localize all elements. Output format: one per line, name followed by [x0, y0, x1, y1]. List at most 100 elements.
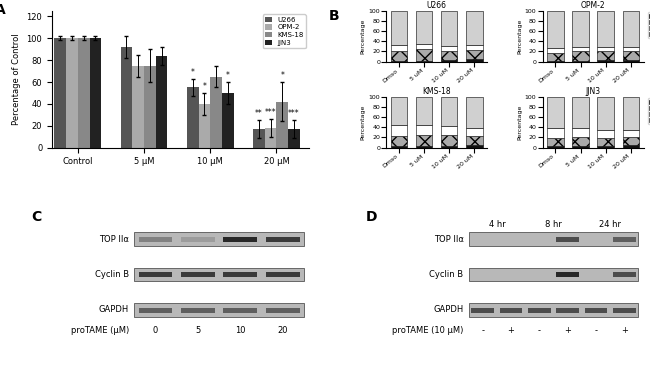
Bar	[441, 46, 458, 51]
Bar	[133, 66, 144, 148]
Bar	[391, 11, 408, 46]
Text: ***: ***	[288, 109, 300, 118]
Text: proTAME (10 μM): proTAME (10 μM)	[392, 326, 463, 335]
Bar	[469, 268, 638, 281]
Bar	[276, 102, 288, 148]
Text: B: B	[328, 9, 339, 23]
Bar	[556, 272, 579, 277]
Bar	[224, 237, 257, 242]
Text: *: *	[190, 68, 194, 77]
Bar	[55, 38, 66, 148]
Bar	[187, 87, 198, 148]
Bar	[391, 136, 408, 146]
Text: Cyclin B: Cyclin B	[95, 270, 129, 279]
Bar	[613, 308, 636, 313]
Bar	[121, 47, 133, 148]
Bar	[613, 272, 636, 277]
Bar	[416, 11, 432, 44]
Bar	[466, 145, 482, 148]
Text: *: *	[202, 82, 206, 91]
Bar	[597, 145, 614, 148]
Bar	[623, 137, 639, 145]
Bar	[623, 97, 639, 130]
Legend: Sub-G0/G1, G1, S, G2/M: Sub-G0/G1, G1, S, G2/M	[648, 98, 650, 124]
Bar	[466, 97, 482, 128]
Bar	[466, 11, 482, 45]
Y-axis label: Percentage of Control: Percentage of Control	[12, 33, 21, 125]
Bar	[573, 11, 589, 47]
Text: TOP IIα: TOP IIα	[99, 235, 129, 244]
Bar	[597, 60, 614, 62]
Bar	[466, 50, 482, 59]
Bar	[547, 97, 564, 128]
Bar	[441, 11, 458, 46]
Bar	[441, 97, 458, 126]
Bar	[266, 308, 300, 313]
Text: +: +	[508, 326, 515, 335]
Bar	[416, 50, 432, 61]
Bar	[597, 97, 614, 130]
Bar	[198, 104, 210, 148]
Legend: U266, OPM-2, KMS-18, JJN3: U266, OPM-2, KMS-18, JJN3	[263, 14, 306, 48]
Text: +: +	[564, 326, 571, 335]
Bar	[441, 51, 458, 60]
Bar	[391, 146, 408, 148]
Bar	[466, 128, 482, 136]
Bar	[441, 60, 458, 62]
Title: OPM-2: OPM-2	[580, 1, 605, 10]
Bar	[623, 130, 639, 137]
Bar	[623, 59, 639, 62]
Y-axis label: Percentage: Percentage	[361, 19, 366, 54]
Text: TOP IIα: TOP IIα	[434, 235, 463, 244]
Bar	[135, 268, 304, 281]
Bar	[391, 51, 408, 61]
Bar	[547, 48, 564, 53]
Bar	[224, 272, 257, 277]
Text: -: -	[538, 326, 541, 335]
Bar	[471, 308, 494, 313]
Bar	[556, 308, 579, 313]
Bar	[135, 232, 304, 246]
Bar	[391, 125, 408, 136]
Bar	[441, 135, 458, 145]
Bar	[547, 11, 564, 48]
Bar	[573, 146, 589, 148]
Bar	[466, 59, 482, 62]
Text: 0: 0	[153, 326, 158, 335]
Bar	[547, 61, 564, 62]
Bar	[556, 237, 579, 242]
Bar	[416, 135, 432, 146]
Bar	[391, 61, 408, 62]
Text: +: +	[621, 326, 628, 335]
Bar	[528, 308, 551, 313]
Bar	[266, 237, 300, 242]
Bar	[416, 61, 432, 62]
Bar	[547, 138, 564, 146]
Bar	[573, 137, 589, 146]
Bar	[597, 11, 614, 47]
Bar	[623, 145, 639, 148]
Bar	[138, 237, 172, 242]
Bar	[469, 232, 638, 246]
Bar	[265, 128, 276, 148]
Text: 24 hr: 24 hr	[599, 221, 621, 229]
Bar	[416, 125, 432, 135]
Bar	[547, 128, 564, 138]
Bar	[573, 97, 589, 128]
Bar	[623, 11, 639, 47]
Text: 4 hr: 4 hr	[489, 221, 505, 229]
Text: 20: 20	[278, 326, 288, 335]
Text: D: D	[366, 210, 377, 224]
Bar	[469, 303, 638, 317]
Text: *: *	[280, 71, 284, 80]
Bar	[573, 128, 589, 137]
Bar	[416, 44, 432, 50]
Bar	[597, 47, 614, 51]
Bar	[613, 237, 636, 242]
Bar	[416, 146, 432, 148]
Bar	[573, 47, 589, 51]
Text: GAPDH: GAPDH	[434, 305, 463, 315]
Bar	[66, 38, 78, 148]
Bar	[547, 53, 564, 61]
Bar	[222, 93, 234, 148]
